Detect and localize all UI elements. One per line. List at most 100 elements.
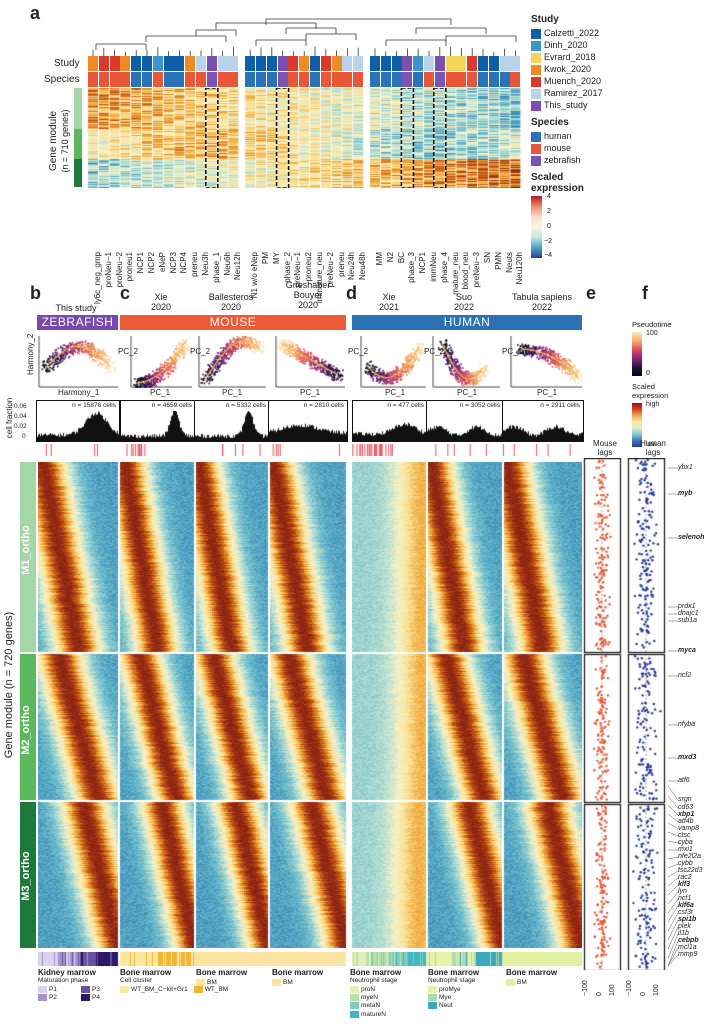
study-cell: [310, 56, 320, 71]
legend-swatch: [272, 979, 281, 986]
legend-swatch: [81, 986, 90, 993]
bottom-legend-title: Bone marrow: [428, 968, 480, 977]
scale-bar-a: [531, 196, 542, 258]
gene-connector: [668, 863, 679, 869]
scale-tick: −2: [544, 238, 552, 245]
bottom-legend-title: Bone marrow: [506, 968, 558, 977]
gene-connector: [668, 856, 679, 860]
panel-letter-d: d: [346, 283, 357, 303]
study-cell: [109, 56, 120, 71]
histogram-bars: [353, 411, 427, 441]
gene-label: klf6a: [678, 902, 694, 909]
study-cell: [206, 56, 217, 71]
bottom-legend-title: Bone marrow: [272, 968, 324, 977]
bottom-legend-subtitle: Cell cluster: [120, 977, 153, 984]
bottom-legend-subtitle: Neutrophil stage: [350, 977, 398, 984]
bottom-legend-item: P1: [38, 986, 75, 993]
axis-label-harmony2: Harmony_2: [26, 333, 35, 375]
gene-label: atf6: [678, 777, 690, 784]
bottom-legend-bm2: Bone marrow BM: [196, 968, 276, 986]
study-cell: [266, 56, 277, 71]
embedding-plot-suo: [432, 336, 500, 388]
study-cell: [456, 56, 467, 71]
embedding-plot-zebrafish: [38, 336, 118, 388]
bottom-legend-subtitle: Neutrophil stage: [428, 977, 476, 984]
axis-label-harmony1: Harmony_1: [58, 388, 100, 397]
gene-label: selenoh: [678, 534, 704, 541]
histogram-box: n = 4659 cells: [120, 400, 196, 442]
species-cell: [413, 72, 424, 87]
legend-swatch: [531, 40, 541, 51]
trajectory-heatmaps: [38, 462, 582, 948]
bottom-legend-bm5: Bone marrow Neutrophil stage proMye Mye Neut: [428, 968, 508, 1010]
gene-label: srgn: [678, 796, 692, 803]
species-cell: [245, 72, 256, 87]
species-cell: [391, 72, 402, 87]
species-cell: [206, 72, 217, 87]
legend-species-item: zebrafish: [531, 154, 701, 166]
gene-label: atf4b: [678, 818, 694, 825]
study-cell: [391, 56, 402, 71]
legend-study-item: This_study: [531, 99, 701, 111]
bottom-legend-item: P4: [81, 994, 118, 1001]
species-cell: [163, 72, 174, 87]
study-cell: [320, 56, 331, 71]
axis-label-pc1: PC_1: [457, 388, 478, 397]
cell-count-label: n = 477 cells: [387, 402, 424, 409]
study-cell: [434, 56, 445, 71]
bottom-legend-bm1: Bone marrow Cell cluster WT_BM_C−kit+Gr1 WT…: [120, 968, 228, 993]
legend-swatch: [38, 986, 47, 993]
bottom-legend-title: Bone marrow: [350, 968, 402, 977]
study-cell: [353, 56, 364, 71]
species-cell: [277, 72, 288, 87]
gene-connector: [668, 795, 679, 809]
study-cell: [370, 56, 380, 71]
lag-dotplots: [580, 458, 670, 970]
gene-label: sub1a: [678, 617, 698, 624]
gene-connector: [668, 891, 679, 905]
study-cell: [131, 56, 142, 71]
histogram-bars: [195, 411, 269, 441]
species-annotation-row: [86, 72, 526, 87]
heatmap-panel-a: [86, 88, 526, 188]
gene-label: cd63: [678, 804, 694, 811]
legend-study-title: Study: [531, 14, 559, 25]
species-cell: [196, 72, 206, 87]
legend-scale-title-1: Scaled: [531, 172, 564, 183]
study-cell: [217, 56, 228, 71]
embedding-plot-ballesteros: [198, 336, 266, 388]
study-cell: [174, 56, 185, 71]
bottom-legend-bm3: Bone marrow BM: [272, 968, 352, 986]
axis-label-pc2: PC_2: [118, 347, 139, 356]
species-cell: [88, 72, 98, 87]
bottom-legend-bm4: Bone marrow Neutrophil stage proN myeN metaN…: [350, 968, 430, 1018]
gene-connector: [668, 831, 679, 837]
species-cell: [488, 72, 499, 87]
species-cell: [288, 72, 299, 87]
species-cell: [402, 72, 413, 87]
module-label-m3: M3_ortho: [20, 851, 32, 901]
gene-label: cybb: [678, 860, 693, 867]
gene-label: myb: [678, 490, 693, 497]
module-bar-m2-a: [74, 129, 82, 159]
study-cell: [424, 56, 434, 71]
pseudotime-bar: [632, 332, 642, 376]
gene-label-connectors: [668, 467, 679, 967]
gene-label: il1b: [678, 930, 689, 937]
gene-label: ncf1: [678, 895, 692, 902]
study-cell: [299, 56, 310, 71]
species-cell: [131, 72, 142, 87]
species-cell: [331, 72, 342, 87]
rug-marks: [120, 444, 194, 456]
gene-label: spi1b: [678, 916, 697, 923]
legend-study-item: Dinh_2020: [531, 39, 701, 51]
column-labels-a: ly6c_neg_gmp proNeu−1 proNeu−2 proneu1 NCP1 N…: [86, 190, 526, 304]
legend-swatch: [531, 143, 541, 154]
bottom-legend-item: BM: [272, 979, 352, 986]
pseudotime-title: Pseudotime: [632, 320, 672, 329]
species-cell: [256, 72, 266, 87]
study-cell: [120, 56, 131, 71]
histogram-bars: [427, 411, 503, 441]
legend-swatch: [531, 155, 541, 166]
gene-label: prdx1: [678, 603, 696, 610]
